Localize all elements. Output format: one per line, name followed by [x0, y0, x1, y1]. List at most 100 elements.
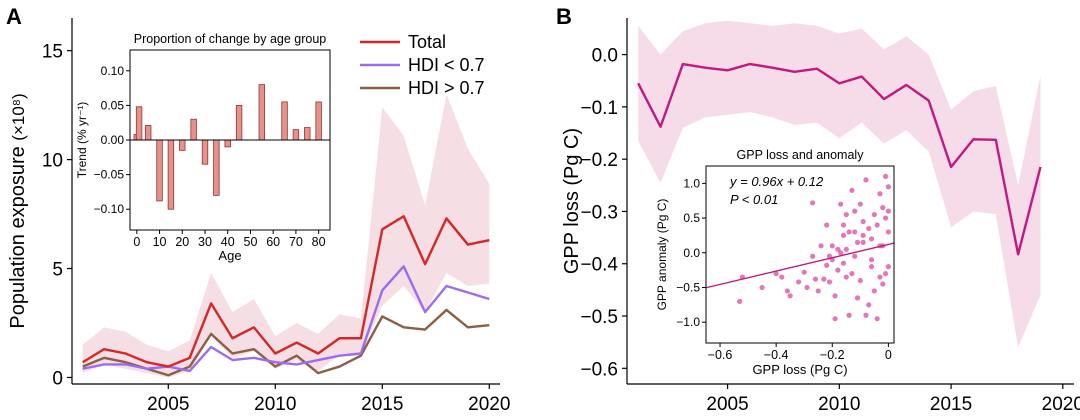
- inset-point: [885, 229, 891, 235]
- panel-a-inset-xlabel: Age: [218, 248, 241, 263]
- y-tick-label: −0.4: [580, 255, 618, 276]
- inset-x-tick-label: 20: [175, 235, 189, 249]
- inset-point: [832, 316, 838, 322]
- legend-label: HDI < 0.7: [408, 55, 485, 75]
- inset-point: [885, 184, 891, 190]
- inset-bar: [235, 104, 243, 141]
- y-tick-label: 10: [42, 151, 63, 172]
- panel-a-inset-tick-labels: 0 10 20 30 40 50 60 70 80 −0.10 −0.05 0.00 0.05 0.10: [94, 64, 326, 249]
- y-tick-label: 15: [42, 42, 63, 63]
- inset-frame: [705, 165, 895, 344]
- inset-point: [821, 276, 827, 282]
- inset-y-tick-label: 0.0: [683, 246, 700, 260]
- panel-b-label: B: [556, 4, 572, 29]
- band-area: [82, 94, 490, 378]
- inset-bar: [167, 139, 175, 210]
- inset-point: [773, 270, 779, 277]
- inset-point: [840, 232, 847, 239]
- y-tick-label: −0.2: [580, 150, 618, 171]
- inset-point: [838, 201, 844, 207]
- inset-point: [843, 211, 849, 218]
- inset-point: [835, 246, 841, 252]
- inset-y-tick-label: −0.10: [94, 202, 125, 216]
- panel-a-inset-ylabel: Trend (% yr⁻¹): [75, 102, 89, 179]
- panel-a-legend: Total HDI < 0.7 HDI > 0.7: [360, 32, 485, 98]
- inset-point: [784, 288, 790, 294]
- inset-point: [840, 222, 847, 228]
- inset-point: [843, 274, 849, 280]
- inset-x-tick-label: 0: [885, 348, 892, 362]
- inset-point: [866, 302, 872, 308]
- inset-bar: [213, 139, 220, 196]
- inset-y-tick-label: −0.05: [94, 168, 125, 182]
- inset-point: [882, 173, 889, 180]
- y-tick-label: −0.3: [580, 202, 618, 223]
- panel-b-inset-axes: [702, 165, 895, 347]
- inset-x-tick-label: 60: [266, 235, 280, 249]
- inset-point: [824, 222, 830, 228]
- inset-y-tick-label: −0.5: [676, 280, 700, 294]
- inset-point: [849, 187, 855, 193]
- x-tick-label: 2015: [361, 394, 403, 415]
- inset-bar: [135, 106, 143, 141]
- inset-bar: [179, 139, 186, 151]
- inset-point: [832, 293, 838, 299]
- inset-x-tick-label: −0.4: [764, 348, 789, 362]
- series-line-gpp-loss: [637, 62, 1042, 256]
- panel-b-inset-tick-labels: −0.6 −0.4 −0.2 0 1.0 0.5 0.0 −0.5 −1.0: [676, 176, 892, 362]
- panel-b-inset-ylabel: GPP anomaly (Pg C): [655, 199, 669, 311]
- inset-point: [877, 191, 883, 197]
- panel-a-ylabel: Population exposure (×10⁸): [7, 93, 29, 328]
- inset-point: [874, 222, 880, 228]
- y-tick-label: 0.0: [592, 46, 618, 67]
- y-tick-label: 5: [52, 260, 63, 281]
- inset-y-tick-label: −1.0: [676, 315, 700, 329]
- inset-x-tick-label: 50: [244, 235, 258, 249]
- y-tick-label: 0: [52, 368, 63, 389]
- panel-a-uncertainty-band: [82, 94, 490, 378]
- inset-bar: [315, 101, 322, 141]
- inset-bar: [292, 129, 300, 141]
- x-tick-label: 2020: [1042, 394, 1080, 415]
- inset-point: [829, 243, 835, 249]
- x-tick-label: 2010: [254, 394, 296, 415]
- panel-b-inset-title: GPP loss and anomaly: [737, 148, 865, 162]
- inset-point: [826, 279, 833, 285]
- panel-b-inset-background: [706, 166, 894, 343]
- inset-bar: [201, 139, 209, 165]
- legend-label: Total: [408, 32, 446, 52]
- inset-point: [880, 281, 886, 287]
- inset-point: [824, 262, 830, 268]
- panel-b-inset-p-value: P < 0.01: [730, 192, 778, 207]
- panel-b-inset: GPP loss and anomaly −0.6 −0.4 −0.2 0 1.0 0.5…: [655, 148, 895, 377]
- inset-y-tick-label: 1.0: [683, 176, 700, 190]
- inset-bar: [144, 125, 152, 141]
- inset-y-tick-label: 0.5: [683, 211, 700, 225]
- inset-point: [871, 211, 877, 218]
- inset-point: [787, 293, 793, 299]
- inset-point: [838, 250, 844, 256]
- inset-point: [852, 229, 858, 235]
- panel-b-tick-labels: 2005 2010 2015 20200.0−0.1−0.2−0.3−0.4−0.5−…: [580, 46, 1080, 415]
- inset-point: [885, 264, 891, 270]
- panel-b-uncertainty-band: [638, 20, 1041, 348]
- y-tick-label: −0.6: [580, 359, 618, 380]
- inset-point: [849, 270, 855, 277]
- series-line-hdi-0-7: [82, 265, 490, 373]
- x-tick-label: 2005: [147, 394, 189, 415]
- inset-x-tick-label: 40: [221, 235, 235, 249]
- inset-point: [877, 274, 883, 280]
- inset-point: [874, 316, 880, 322]
- y-tick-label: −0.1: [580, 98, 618, 119]
- panel-b-inset-equation: y = 0.96x + 0.12: [729, 174, 824, 189]
- inset-point: [854, 239, 861, 245]
- inset-point: [795, 279, 802, 285]
- inset-point: [857, 201, 863, 207]
- inset-x-tick-label: 0: [133, 235, 140, 249]
- inset-bar: [224, 139, 231, 148]
- inset-bar: [156, 139, 163, 202]
- panel-a-label: A: [6, 4, 22, 29]
- inset-x-tick-label: 10: [153, 235, 167, 249]
